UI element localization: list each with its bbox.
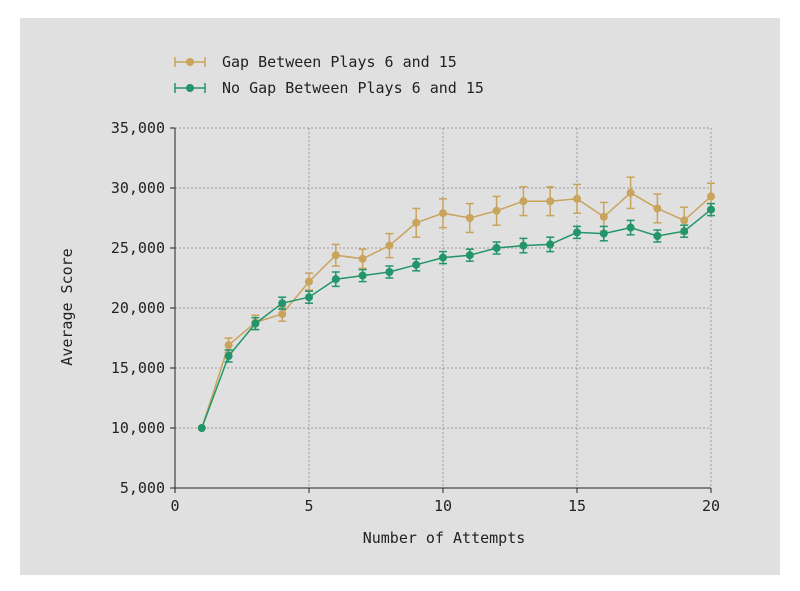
data-point <box>278 310 287 318</box>
data-point <box>331 251 340 260</box>
chart-panel <box>20 18 780 575</box>
series-1 <box>197 202 715 432</box>
data-point <box>331 275 340 284</box>
y-tick-label: 5,000 <box>120 479 165 497</box>
data-point <box>197 424 206 432</box>
data-point <box>358 254 367 263</box>
y-tick-label: 30,000 <box>111 179 165 197</box>
data-point <box>573 194 581 203</box>
data-point <box>385 268 394 276</box>
data-point <box>546 240 555 249</box>
data-point <box>707 205 715 214</box>
x-tick-label: 15 <box>568 497 586 515</box>
data-point <box>492 206 501 215</box>
data-point <box>653 204 662 213</box>
data-point <box>626 188 635 197</box>
data-point <box>305 277 313 286</box>
y-tick-label: 15,000 <box>111 359 165 377</box>
data-point <box>278 299 287 308</box>
data-point <box>626 223 635 232</box>
data-point <box>492 244 501 252</box>
y-axis-label: Average Score <box>58 248 76 365</box>
data-point <box>439 253 447 262</box>
data-point <box>680 216 689 225</box>
x-axis-label: Number of Attempts <box>363 529 526 547</box>
data-point <box>251 319 260 328</box>
data-point <box>465 251 474 260</box>
y-tick-label: 35,000 <box>111 119 165 137</box>
data-point <box>573 228 581 237</box>
x-tick-label: 10 <box>434 497 452 515</box>
data-point <box>519 241 528 250</box>
data-point <box>412 218 421 227</box>
legend-label: No Gap Between Plays 6 and 15 <box>222 79 484 97</box>
data-point <box>385 241 394 250</box>
series-line <box>201 209 712 429</box>
data-point <box>412 260 421 269</box>
data-point <box>224 341 233 350</box>
data-point <box>519 197 528 206</box>
legend: Gap Between Plays 6 and 15 No Gap Between… <box>174 53 484 97</box>
legend-marker <box>186 84 194 92</box>
data-point <box>546 197 555 206</box>
y-tick-label: 25,000 <box>111 239 165 257</box>
data-point <box>224 352 233 360</box>
legend-label: Gap Between Plays 6 and 15 <box>222 53 457 71</box>
x-tick-label: 5 <box>304 497 313 515</box>
data-point <box>305 293 313 302</box>
data-point <box>465 214 474 222</box>
x-tick-label: 20 <box>702 497 720 515</box>
axes: 0 5 10 15 20 5,000 10,000 15,000 20,000 25,000 30,… <box>111 119 720 515</box>
data-point <box>358 271 367 280</box>
x-tick-label: 0 <box>170 497 179 515</box>
plot-series <box>197 176 715 432</box>
y-tick-label: 10,000 <box>111 419 165 437</box>
data-point <box>653 232 662 240</box>
y-tick-label: 20,000 <box>111 299 165 317</box>
data-point <box>599 229 608 238</box>
series-line <box>201 191 712 429</box>
legend-marker <box>186 58 194 66</box>
data-point <box>599 212 608 221</box>
series-0 <box>197 176 715 432</box>
data-point <box>439 209 447 218</box>
data-point <box>707 192 715 201</box>
data-point <box>680 227 689 236</box>
